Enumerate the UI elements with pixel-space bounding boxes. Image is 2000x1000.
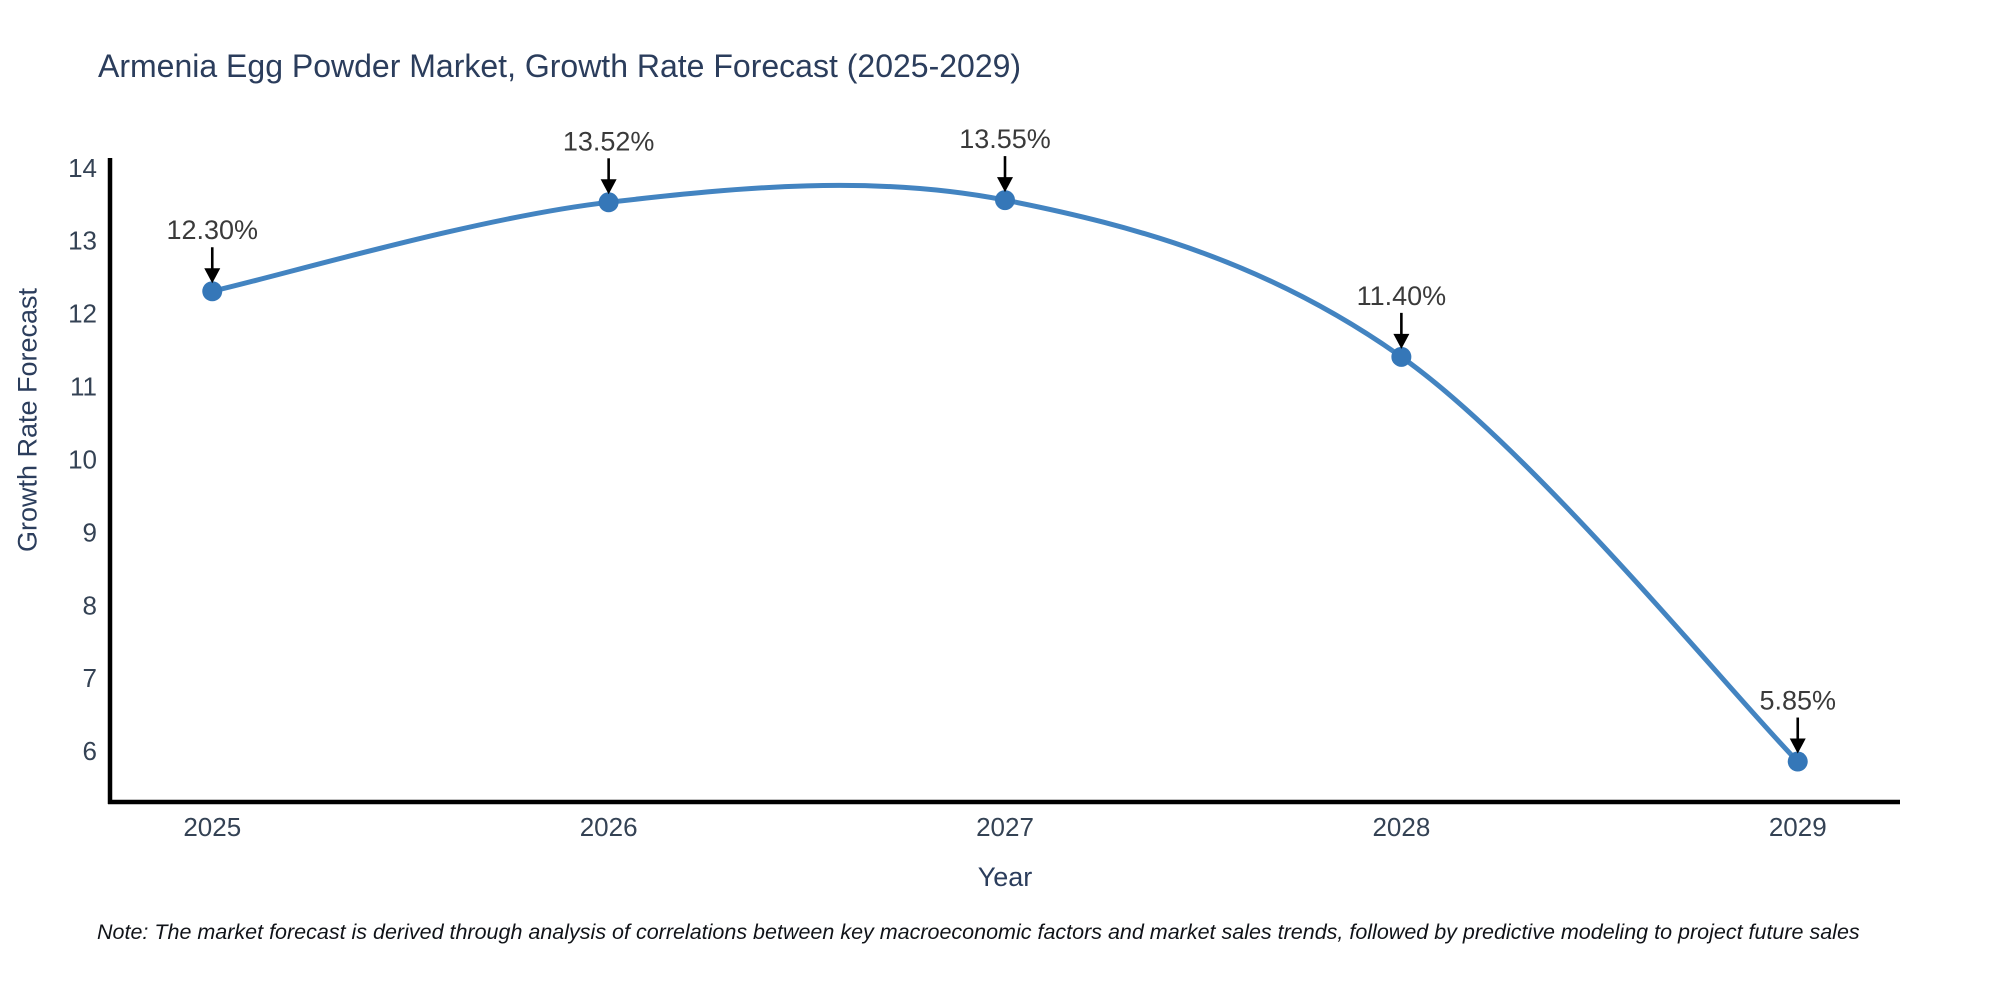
data-point-marker[interactable] [202, 281, 223, 302]
point-value-label: 13.52% [563, 126, 655, 156]
point-value-label: 11.40% [1357, 281, 1447, 311]
annotation-arrowhead-icon [1393, 333, 1410, 349]
data-point-marker[interactable] [1391, 346, 1412, 367]
y-tick-label: 6 [83, 736, 97, 766]
annotation-arrowhead-icon [600, 179, 617, 195]
point-value-label: 13.55% [959, 124, 1051, 154]
y-tick-label: 12 [68, 299, 97, 329]
x-tick-label: 2029 [1769, 812, 1827, 842]
y-tick-label: 9 [83, 517, 97, 547]
growth-rate-line [209, 182, 1801, 764]
x-tick-label: 2026 [580, 812, 638, 842]
y-tick-label: 7 [83, 663, 97, 693]
point-value-label: 5.85% [1759, 686, 1836, 716]
data-point-marker[interactable] [995, 190, 1015, 211]
y-tick-label: 8 [83, 590, 97, 620]
y-tick-label: 10 [68, 444, 97, 474]
point-value-label: 12.30% [166, 215, 258, 245]
y-tick-label: 14 [68, 153, 97, 183]
annotation-arrowhead-icon [1789, 738, 1806, 754]
footnote: Note: The market forecast is derived thr… [97, 920, 1860, 944]
chart-title: Armenia Egg Powder Market, Growth Rate F… [98, 48, 1022, 84]
y-axis-title: Growth Rate Forecast [12, 287, 43, 553]
data-point-marker[interactable] [1787, 751, 1808, 772]
annotation-arrowhead-icon [997, 177, 1013, 193]
y-tick-label: 13 [68, 226, 97, 256]
annotation-arrowhead-icon [204, 268, 221, 284]
y-tick-label: 11 [70, 372, 97, 402]
x-axis-title: Year [977, 862, 1033, 892]
x-tick-label: 2025 [183, 812, 241, 842]
data-point-marker[interactable] [598, 192, 619, 213]
x-tick-label: 2027 [976, 812, 1034, 842]
x-tick-label: 2028 [1372, 812, 1430, 842]
